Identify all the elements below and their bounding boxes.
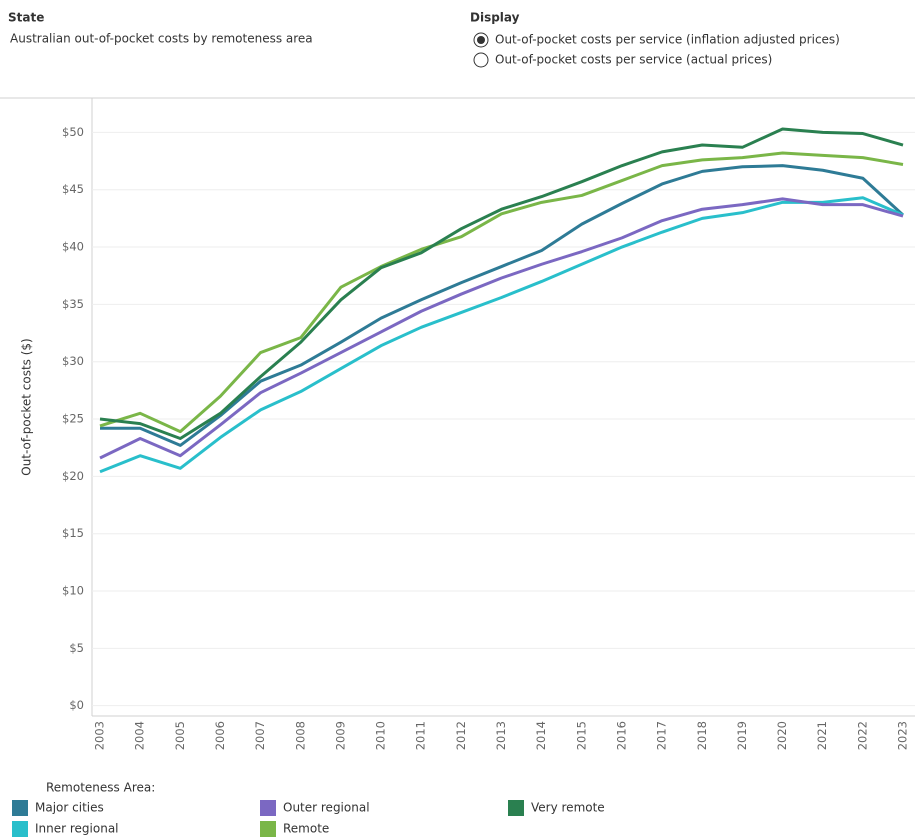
series-line xyxy=(99,127,904,441)
series-line xyxy=(99,196,904,474)
x-tick-label: 2010 xyxy=(374,721,388,750)
x-tick-label: 2019 xyxy=(735,721,749,750)
y-tick-label: $15 xyxy=(62,526,84,540)
x-tick-label: 2023 xyxy=(896,721,910,750)
filter-label: State xyxy=(8,11,44,25)
legend-swatch[interactable] xyxy=(260,821,276,837)
x-tick-label: 2012 xyxy=(454,721,468,750)
display-label: Display xyxy=(470,11,520,25)
x-tick-label: 2013 xyxy=(494,721,508,750)
legend-title: Remoteness Area: xyxy=(46,781,155,795)
radio-button[interactable] xyxy=(473,52,489,68)
y-tick-label: $30 xyxy=(62,354,84,368)
y-tick-label: $20 xyxy=(62,469,84,483)
legend-label[interactable]: Major cities xyxy=(35,801,104,815)
legend-label[interactable]: Outer regional xyxy=(283,801,370,815)
radio-dot xyxy=(477,36,485,44)
series-line xyxy=(100,164,905,447)
x-tick-label: 2009 xyxy=(333,721,347,750)
y-tick-label: $35 xyxy=(62,297,84,311)
x-tick-label: 2016 xyxy=(614,721,628,750)
x-tick-label: 2008 xyxy=(293,721,307,750)
legend-swatch[interactable] xyxy=(260,800,276,816)
x-tick-label: 2021 xyxy=(815,721,829,750)
y-tick-label: $5 xyxy=(69,641,84,655)
x-tick-label: 2004 xyxy=(133,721,147,750)
x-tick-label: 2007 xyxy=(253,721,267,750)
series-line xyxy=(99,151,904,434)
legend-swatch[interactable] xyxy=(508,800,524,816)
y-tick-label: $50 xyxy=(62,125,84,139)
x-tick-label: 2006 xyxy=(213,721,227,750)
y-tick-label: $10 xyxy=(62,584,84,598)
x-tick-label: 2014 xyxy=(534,721,548,750)
x-tick-label: 2017 xyxy=(655,721,669,750)
legend-swatch[interactable] xyxy=(12,800,28,816)
x-tick-label: 2018 xyxy=(695,721,709,750)
y-axis-title: Out-of-pocket costs ($) xyxy=(20,338,34,476)
legend-label[interactable]: Inner regional xyxy=(35,822,119,836)
radio-label[interactable]: Out-of-pocket costs per service (inflati… xyxy=(495,33,840,47)
y-tick-label: $45 xyxy=(62,182,84,196)
y-tick-label: $25 xyxy=(62,412,84,426)
legend-label[interactable]: Remote xyxy=(283,822,329,836)
x-tick-label: 2005 xyxy=(173,721,187,750)
x-tick-label: 2011 xyxy=(414,721,428,750)
filter-value[interactable]: Australian out-of-pocket costs by remote… xyxy=(10,32,313,46)
x-tick-label: 2015 xyxy=(574,721,588,750)
x-tick-label: 2020 xyxy=(775,721,789,750)
legend-label[interactable]: Very remote xyxy=(531,801,605,815)
series-line xyxy=(99,197,904,460)
y-tick-label: $40 xyxy=(62,240,84,254)
y-tick-label: $0 xyxy=(69,698,84,712)
x-tick-label: 2022 xyxy=(855,721,869,750)
x-tick-label: 2003 xyxy=(93,721,107,750)
radio-label[interactable]: Out-of-pocket costs per service (actual … xyxy=(495,53,772,67)
legend-swatch[interactable] xyxy=(12,821,28,837)
